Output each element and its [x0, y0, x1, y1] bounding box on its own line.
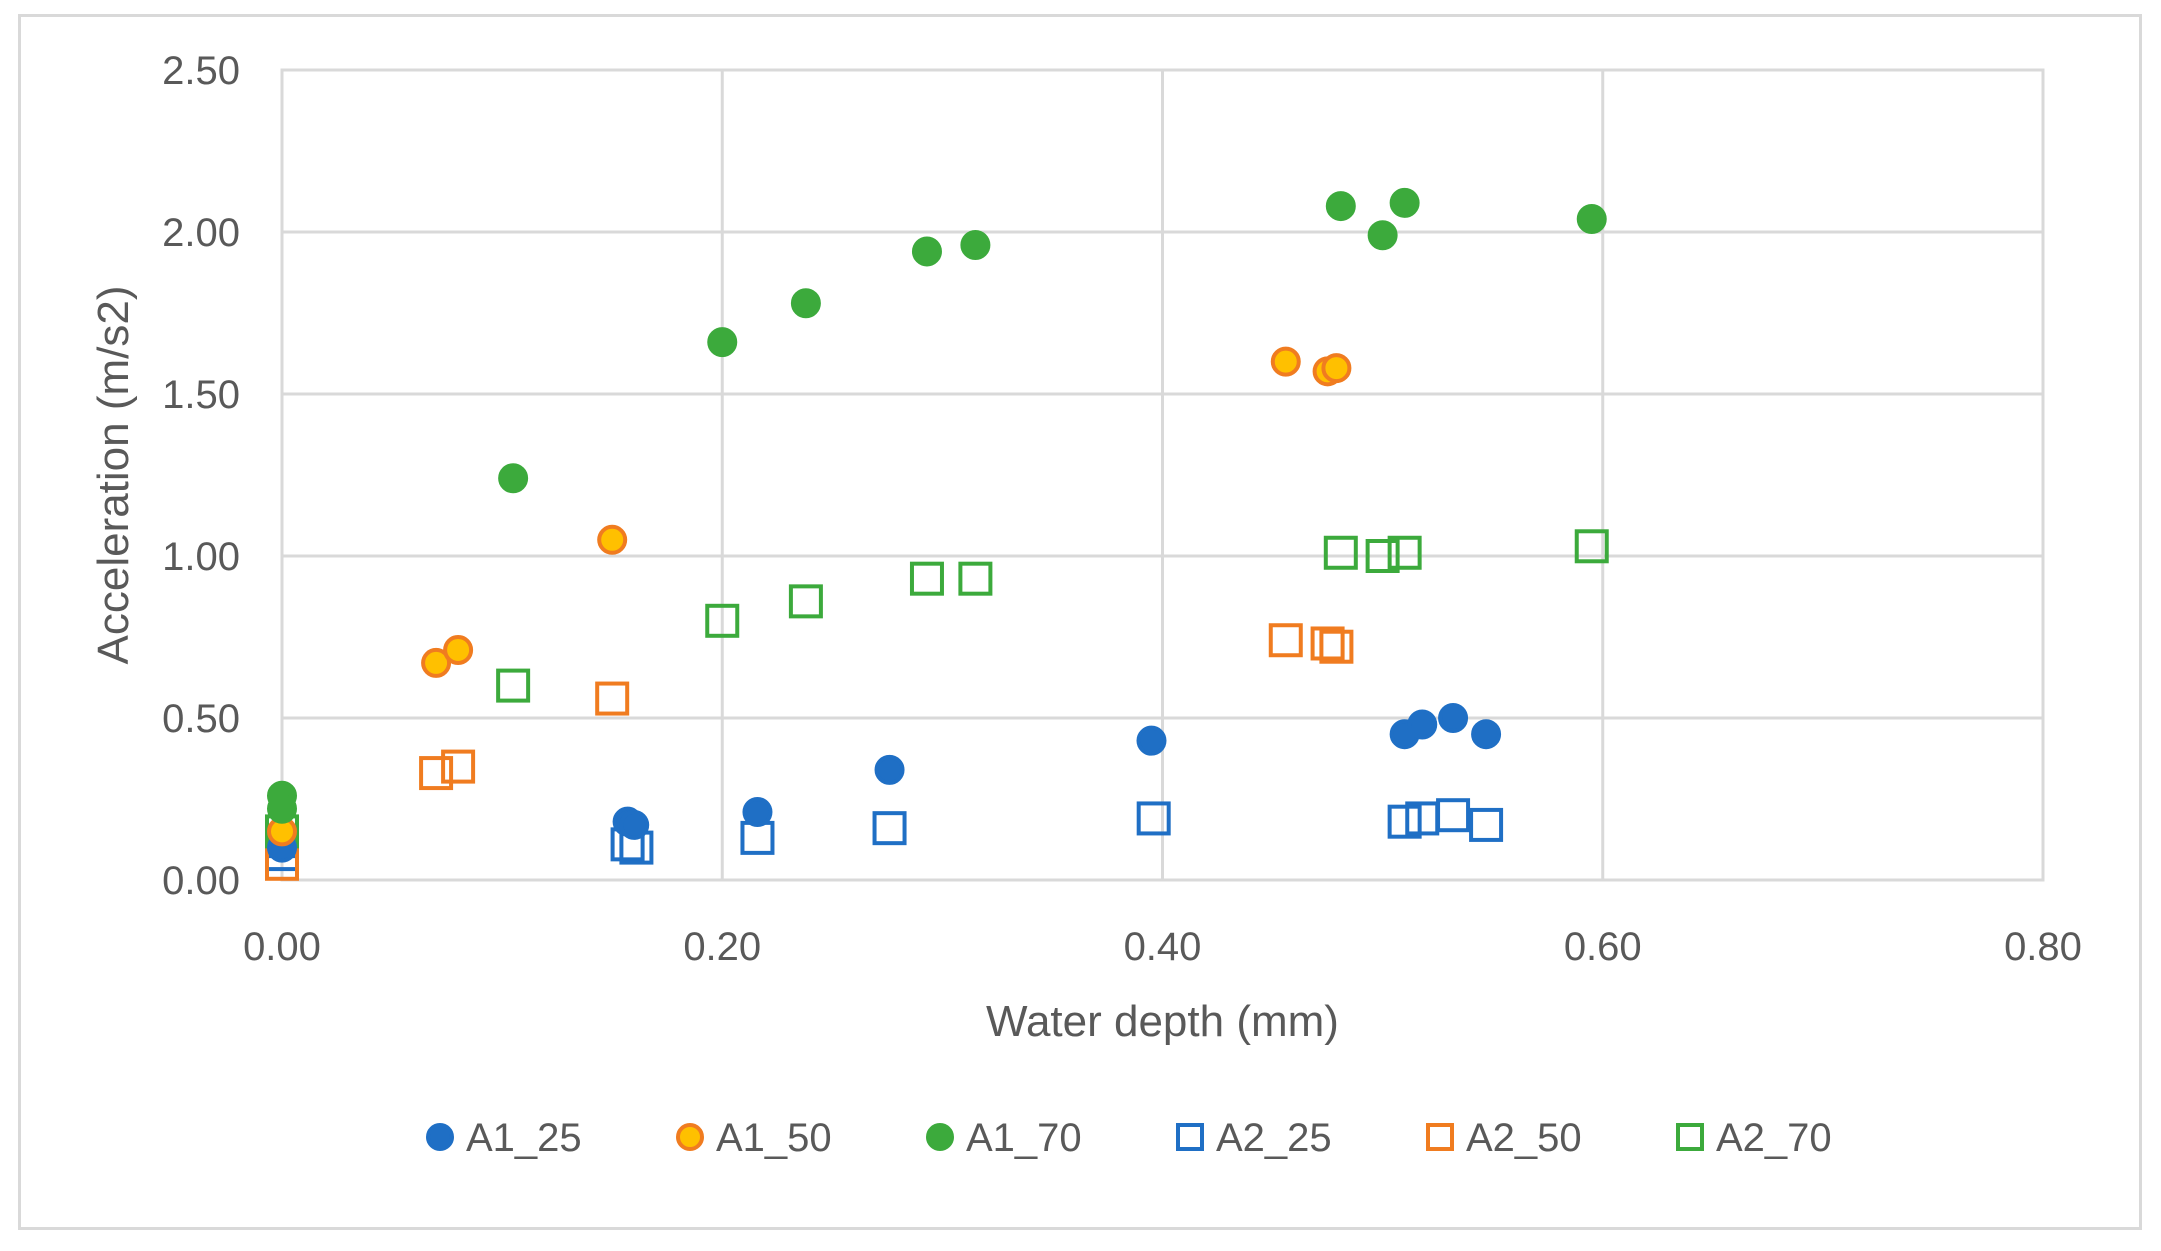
data-point-A1_70 — [1367, 220, 1398, 251]
legend-label: A2_70 — [1716, 1116, 1832, 1160]
y-tick-label: 2.00 — [162, 211, 240, 255]
data-point-A1_25 — [1471, 719, 1502, 750]
data-point-A2_70 — [1574, 529, 1609, 564]
data-point-A1_70 — [1389, 187, 1420, 218]
data-point-A2_70 — [496, 668, 531, 703]
data-point-A2_70 — [958, 561, 993, 596]
data-point-A1_70 — [1325, 191, 1356, 222]
x-tick-label: 0.40 — [1124, 925, 1202, 969]
legend-item-A2_50: A2_50 — [1426, 1116, 1582, 1160]
data-point-A1_25 — [1136, 725, 1167, 756]
data-point-A1_25 — [1438, 703, 1469, 733]
data-point-A1_70 — [498, 463, 529, 494]
x-tick-label: 0.00 — [243, 925, 321, 969]
data-point-A2_50 — [1319, 629, 1354, 664]
data-point-A1_50 — [1270, 346, 1301, 377]
y-tick-label: 2.50 — [162, 49, 240, 93]
legend-item-A1_50: A1_50 — [676, 1116, 832, 1160]
data-point-A2_70 — [1387, 535, 1422, 570]
data-point-A2_70 — [1365, 539, 1400, 573]
data-point-A2_50 — [1310, 626, 1345, 661]
x-axis-tick-labels: 0.00 0.20 0.40 0.60 0.80 — [243, 925, 2082, 969]
legend-label: A2_25 — [1216, 1116, 1332, 1160]
legend-item-A1_70: A1_70 — [926, 1116, 1082, 1160]
data-point-A1_70 — [707, 327, 738, 358]
data-point-A2_50 — [419, 756, 454, 791]
plot-area-border — [280, 68, 2045, 882]
legend-marker — [926, 1123, 954, 1151]
series-A1_50 — [267, 346, 1352, 847]
x-gridlines — [280, 70, 2045, 880]
data-point-A2_25 — [1387, 804, 1422, 839]
x-tick-label: 0.20 — [683, 925, 761, 969]
data-point-A2_25 — [1436, 798, 1471, 833]
series-A1_25 — [267, 703, 1502, 863]
series-A2_70 — [265, 529, 1609, 849]
data-point-A2_70 — [909, 561, 944, 596]
x-tick-label: 0.60 — [1564, 925, 1642, 969]
data-point-A1_50 — [1321, 353, 1352, 384]
data-point-A2_25 — [740, 820, 775, 855]
legend-item-A2_25: A2_25 — [1176, 1116, 1332, 1160]
data-point-A2_25 — [1469, 807, 1504, 842]
y-axis-tick-labels: 0.00 0.50 1.00 1.50 2.00 2.50 — [162, 49, 240, 903]
data-point-A2_50 — [441, 749, 476, 784]
data-point-A1_70 — [911, 236, 942, 267]
data-point-A1_25 — [1407, 709, 1438, 740]
data-point-A1_70 — [790, 288, 821, 319]
chart-frame — [18, 14, 2142, 1230]
legend-marker — [1176, 1123, 1204, 1151]
y-tick-label: 0.00 — [162, 859, 240, 903]
data-point-A1_50 — [421, 647, 452, 678]
data-point-A1_25 — [742, 796, 773, 827]
data-point-A2_70 — [705, 603, 740, 638]
data-point-A2_25 — [1136, 801, 1171, 836]
data-point-A2_70 — [1323, 535, 1358, 570]
data-point-A2_50 — [1268, 623, 1303, 658]
data-point-A1_50 — [597, 524, 628, 555]
series-A2_50 — [265, 623, 1354, 881]
legend-label: A1_50 — [716, 1116, 832, 1160]
data-point-A1_70 — [1576, 204, 1607, 235]
data-point-A1_70 — [960, 229, 991, 260]
y-tick-label: 1.00 — [162, 535, 240, 579]
data-point-A2_25 — [872, 811, 907, 846]
legend-label: A2_50 — [1466, 1116, 1582, 1160]
legend-label: A1_25 — [466, 1116, 582, 1160]
data-point-A1_50 — [443, 634, 474, 665]
y-axis-title: Acceleration (m/s2) — [89, 285, 138, 664]
legend-marker — [1426, 1123, 1454, 1151]
data-point-A2_70 — [788, 584, 823, 619]
series-A1_70 — [267, 187, 1607, 824]
data-point-A1_25 — [874, 754, 905, 785]
legend-marker — [1676, 1123, 1704, 1151]
data-point-A1_70 — [267, 793, 297, 824]
x-axis-title: Water depth (mm) — [986, 997, 1339, 1046]
legend-label: A1_70 — [966, 1116, 1082, 1160]
series-A2_25 — [265, 798, 1504, 872]
y-tick-label: 0.50 — [162, 697, 240, 741]
legend-marker — [426, 1123, 454, 1151]
legend-item-A2_70: A2_70 — [1676, 1116, 1832, 1160]
data-point-A2_50 — [595, 681, 630, 716]
data-point-A1_25 — [619, 809, 650, 840]
y-tick-label: 1.50 — [162, 373, 240, 417]
legend-marker — [676, 1123, 704, 1151]
x-tick-label: 0.80 — [2004, 925, 2082, 969]
legend: A1_25 A1_50 A1_70 A2_25 A2_50 A2_70 — [426, 1116, 1832, 1160]
legend-item-A1_25: A1_25 — [426, 1116, 582, 1160]
data-points — [265, 187, 1609, 881]
